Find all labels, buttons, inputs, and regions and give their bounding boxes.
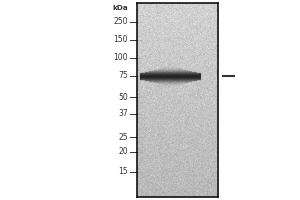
Text: 100: 100 (113, 53, 128, 62)
Text: 250: 250 (113, 18, 128, 26)
Text: 25: 25 (118, 132, 128, 142)
Text: 37: 37 (118, 110, 128, 118)
Text: 15: 15 (118, 168, 128, 176)
Text: 150: 150 (113, 36, 128, 45)
Text: 20: 20 (118, 148, 128, 156)
Text: 50: 50 (118, 92, 128, 102)
Text: 75: 75 (118, 72, 128, 80)
Text: kDa: kDa (112, 5, 128, 11)
